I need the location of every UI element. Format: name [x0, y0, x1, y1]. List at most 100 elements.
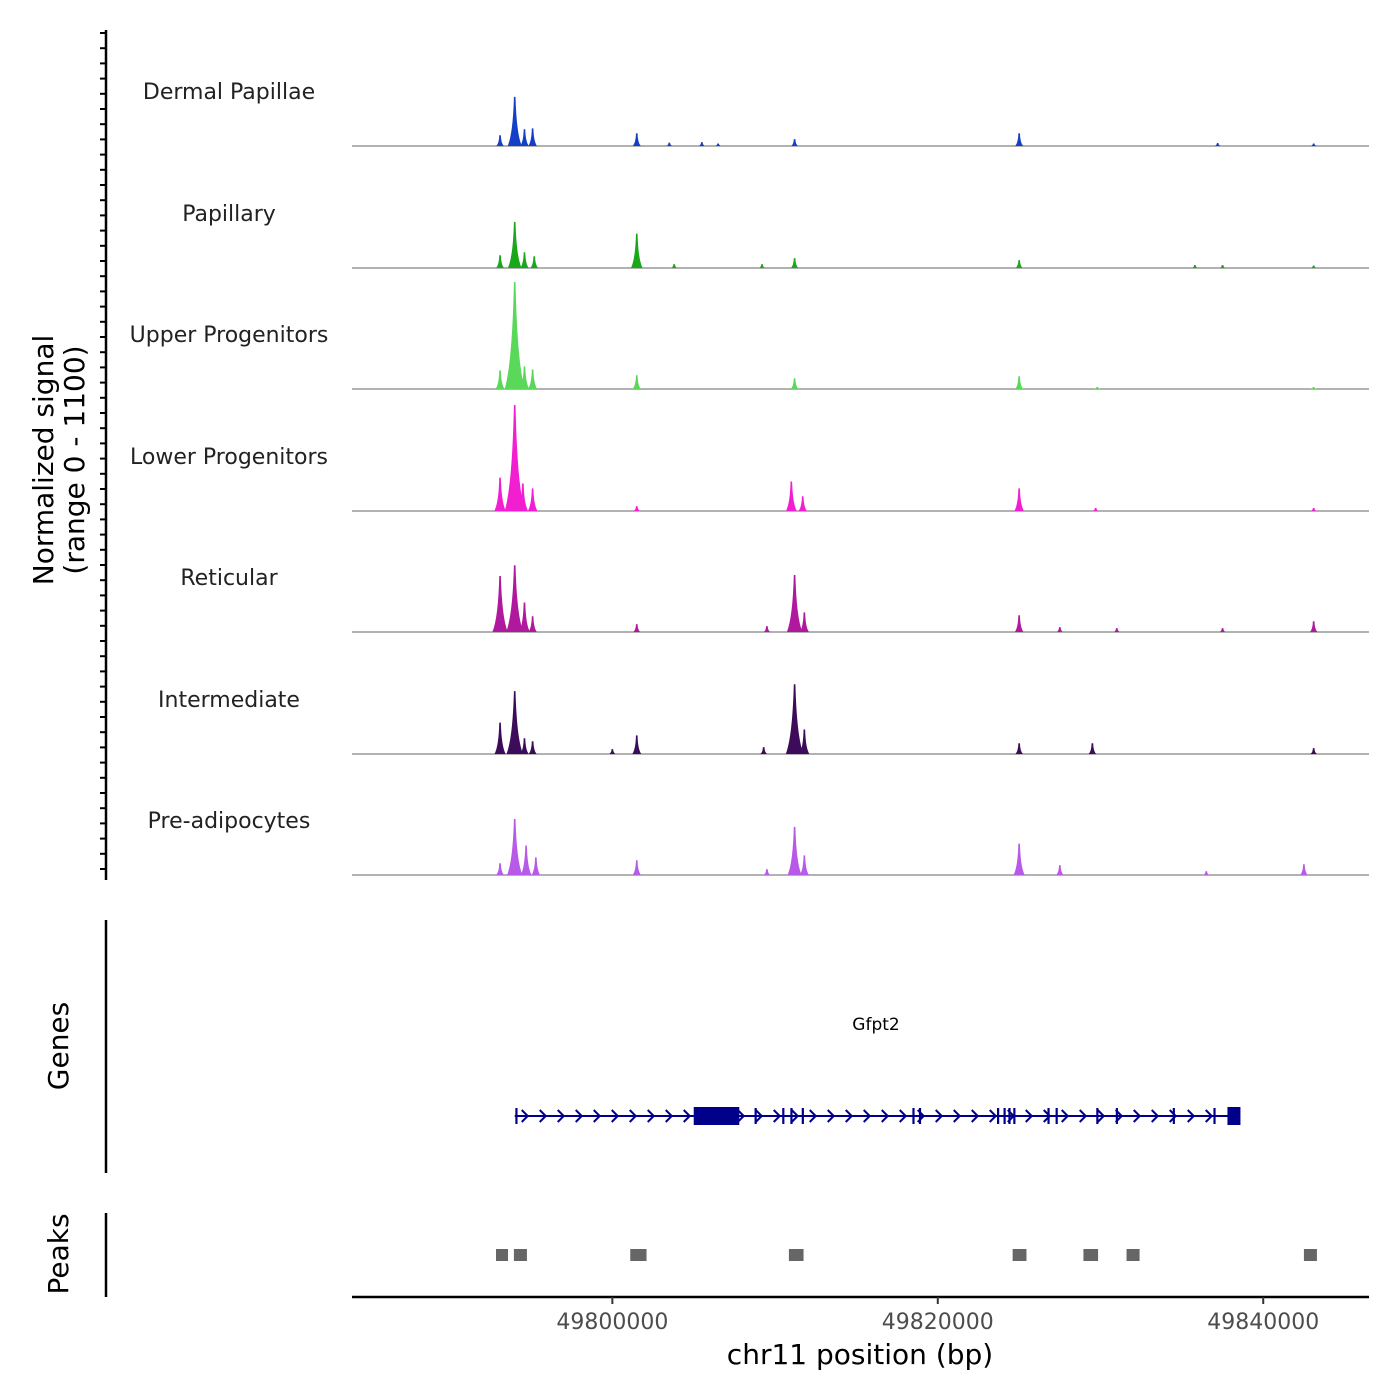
- signal-peak: [492, 576, 508, 632]
- signal-peak: [1310, 748, 1318, 754]
- peak-region: [496, 1249, 509, 1261]
- signal-peak: [1191, 265, 1199, 268]
- strand-arrow: [1079, 1109, 1088, 1123]
- gene-exon: [1055, 1108, 1058, 1124]
- strand-arrow: [809, 1109, 818, 1123]
- gene-exon: [1096, 1108, 1099, 1124]
- signal-peak: [504, 281, 525, 389]
- signal-peak: [758, 264, 766, 268]
- track-reticular: Reticular: [180, 565, 1369, 633]
- signal-peak: [530, 256, 539, 268]
- strand-arrow: [827, 1109, 836, 1123]
- gene-exon: [1172, 1108, 1175, 1124]
- x-tick-label: 49820000: [882, 1310, 994, 1335]
- gene-exon: [754, 1108, 757, 1124]
- track-pre-adipocytes: Pre-adipocytes: [148, 809, 1369, 876]
- strand-arrow: [845, 1109, 854, 1123]
- signal-peak: [632, 375, 641, 389]
- strand-arrow: [953, 1109, 962, 1123]
- track-label: Pre-adipocytes: [148, 809, 311, 834]
- track-label: Dermal Papillae: [143, 80, 315, 105]
- track-label: Upper Progenitors: [130, 323, 329, 348]
- signal-peak: [714, 143, 722, 146]
- signal-peak: [1219, 628, 1226, 632]
- strand-arrow: [935, 1109, 944, 1123]
- signal-peak: [1015, 743, 1024, 754]
- signal-peak: [630, 233, 643, 268]
- peak-region: [1012, 1249, 1027, 1261]
- signal-peak: [790, 378, 799, 389]
- track-label: Reticular: [180, 566, 278, 591]
- gene-exon: [515, 1108, 518, 1124]
- gene-exon: [1008, 1108, 1011, 1124]
- strand-arrow: [755, 1109, 764, 1123]
- signal-peak: [494, 722, 506, 754]
- gene-coding-block: [693, 1107, 740, 1125]
- signal-peak: [763, 869, 771, 875]
- signal-peak: [1056, 865, 1064, 875]
- signal-peak: [1015, 133, 1024, 146]
- signal-peak: [799, 612, 809, 632]
- strand-arrow: [1187, 1109, 1196, 1123]
- signal-peak: [1013, 843, 1025, 875]
- signal-peak: [506, 691, 523, 754]
- peak-region: [788, 1249, 804, 1261]
- track-intermediate: Intermediate: [158, 684, 1369, 755]
- signal-peak: [496, 863, 505, 875]
- peaks-track-title: Peaks: [42, 1213, 75, 1294]
- signal-peak: [517, 483, 529, 511]
- strand-arrow: [899, 1109, 908, 1123]
- peak-region: [1083, 1249, 1099, 1261]
- strand-arrow: [539, 1109, 548, 1123]
- coverage-tracks: Dermal Papillae Papillary Upper Progenitor…: [130, 80, 1369, 876]
- y-axis-title-line2: (range 0 - 1100): [58, 345, 91, 574]
- signal-peak: [666, 142, 673, 146]
- signal-peak: [1092, 508, 1099, 511]
- strand-arrow: [971, 1109, 980, 1123]
- signal-peak: [496, 255, 505, 268]
- peak-region: [630, 1249, 647, 1261]
- gene-coding-block: [1227, 1107, 1241, 1125]
- signal-peak: [798, 496, 807, 511]
- strand-arrow: [1025, 1109, 1034, 1123]
- strand-arrow: [593, 1109, 602, 1123]
- signal-peak: [1219, 265, 1226, 268]
- strand-arrow: [683, 1109, 692, 1123]
- peaks-track: [496, 1249, 1317, 1261]
- signal-peak: [799, 855, 809, 875]
- signal-peak: [520, 845, 532, 875]
- strand-arrow: [647, 1109, 656, 1123]
- gene-exon: [1047, 1108, 1050, 1124]
- x-tick-label: 49840000: [1207, 1310, 1319, 1335]
- signal-peak: [608, 749, 616, 754]
- signal-peak: [1300, 864, 1308, 875]
- signal-peak: [633, 506, 641, 511]
- signal-peak: [519, 366, 530, 389]
- signal-peak: [1015, 376, 1024, 389]
- signal-peak: [799, 729, 810, 754]
- strand-arrow: [1205, 1109, 1214, 1123]
- signal-peak: [633, 624, 641, 632]
- signal-peak: [1014, 488, 1025, 511]
- gene-exon: [912, 1108, 915, 1124]
- strand-arrow: [881, 1109, 890, 1123]
- gene-exon: [1213, 1108, 1216, 1124]
- peak-region: [1303, 1249, 1317, 1261]
- signal-peak: [520, 129, 529, 146]
- gene-exon: [790, 1108, 793, 1124]
- strand-arrow: [773, 1109, 782, 1123]
- signal-peak: [496, 135, 504, 146]
- peak-region: [1126, 1249, 1140, 1261]
- x-tick-label: 49800000: [556, 1310, 668, 1335]
- strand-arrow: [575, 1109, 584, 1123]
- signal-peak: [785, 684, 804, 754]
- signal-peak: [791, 139, 799, 146]
- signal-peak: [787, 826, 802, 875]
- strand-arrow: [557, 1109, 566, 1123]
- track-dermal-papillae: Dermal Papillae: [143, 80, 1369, 147]
- signal-peak: [520, 252, 529, 268]
- signal-peak: [632, 860, 641, 875]
- signal-peak: [1309, 621, 1318, 632]
- signal-peak: [632, 133, 641, 146]
